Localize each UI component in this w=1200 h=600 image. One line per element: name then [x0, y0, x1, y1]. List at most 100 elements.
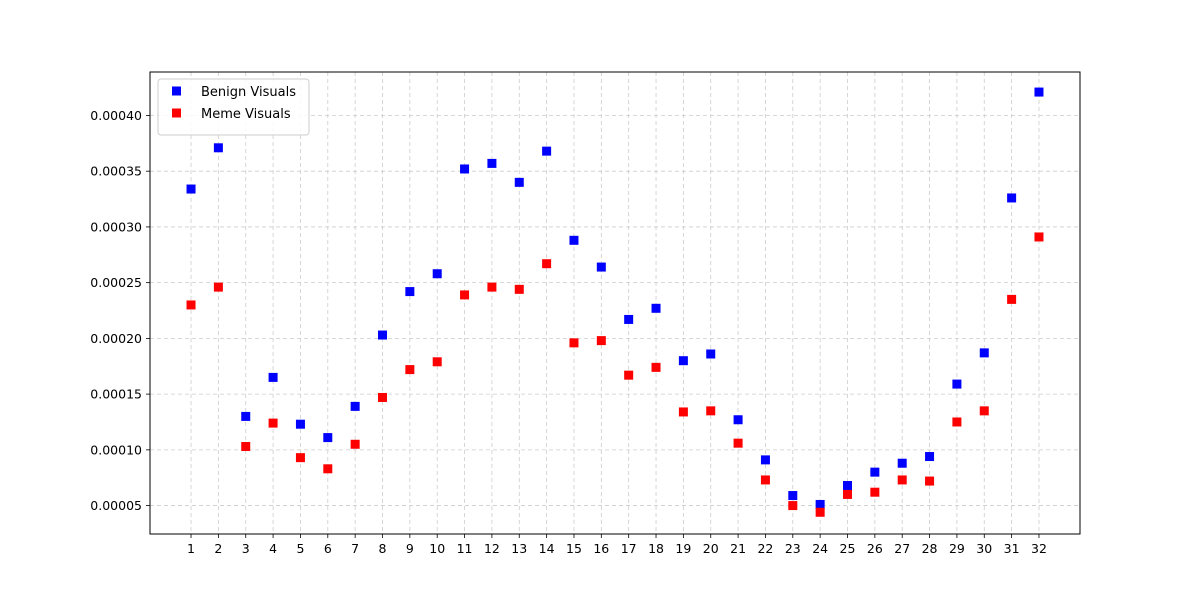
- x-tick-label: 28: [922, 541, 938, 556]
- x-tick-label: 3: [242, 541, 250, 556]
- x-tick-label: 32: [1031, 541, 1047, 556]
- x-tick-label: 16: [593, 541, 609, 556]
- x-tick-label: 31: [1004, 541, 1020, 556]
- benign-visuals-point: [350, 401, 360, 411]
- benign-visuals-point: [624, 314, 634, 324]
- benign-visuals-point: [405, 287, 415, 297]
- y-tick-label: 0.00010: [90, 442, 142, 457]
- meme-visuals-point: [487, 282, 497, 292]
- meme-visuals-point: [213, 282, 223, 292]
- benign-visuals-point: [186, 184, 196, 194]
- benign-visuals-point: [870, 467, 880, 477]
- meme-visuals-point: [870, 487, 880, 497]
- x-tick-label: 30: [976, 541, 992, 556]
- x-tick-label: 15: [566, 541, 582, 556]
- x-tick-label: 23: [785, 541, 801, 556]
- meme-visuals-point: [706, 406, 716, 416]
- benign-visuals-point: [925, 452, 935, 462]
- benign-visuals-point: [323, 433, 333, 443]
- meme-visuals-point: [241, 442, 251, 452]
- meme-visuals-point: [350, 439, 360, 449]
- legend-marker: [172, 108, 181, 118]
- y-tick-label: 0.00005: [90, 498, 142, 513]
- meme-visuals-point: [186, 300, 196, 310]
- meme-visuals-point: [323, 464, 333, 474]
- x-tick-label: 18: [648, 541, 664, 556]
- x-tick-label: 5: [296, 541, 304, 556]
- meme-visuals-point: [925, 476, 935, 486]
- meme-visuals-point: [815, 507, 825, 517]
- benign-visuals-point: [651, 303, 661, 313]
- meme-visuals-point: [378, 392, 387, 402]
- meme-visuals-point: [788, 501, 798, 511]
- y-tick-label: 0.00025: [90, 275, 142, 290]
- y-tick-label: 0.00035: [90, 164, 142, 179]
- meme-visuals-point: [295, 453, 305, 463]
- x-tick-label: 22: [757, 541, 773, 556]
- x-tick-label: 2: [214, 541, 222, 556]
- x-tick-label: 29: [949, 541, 965, 556]
- benign-visuals-point: [295, 419, 305, 429]
- meme-visuals-point: [460, 290, 470, 300]
- legend-label: Meme Visuals: [201, 107, 291, 122]
- x-axis: 1 2 3 4 5 6 7 8 9 10 11 12 13 14 15 16 17 18 19 20 21 22 23 24 2…: [187, 534, 1047, 556]
- benign-visuals-point: [460, 164, 470, 174]
- plot-area-frame: [149, 71, 1081, 535]
- x-tick-label: 10: [429, 541, 445, 556]
- benign-visuals-point: [487, 158, 497, 168]
- benign-visuals-point: [952, 379, 962, 389]
- benign-visuals-point: [760, 455, 770, 465]
- x-tick-label: 1: [187, 541, 195, 556]
- benign-visuals-point: [678, 356, 688, 366]
- meme-visuals-point: [897, 475, 907, 485]
- benign-visuals-point: [979, 348, 989, 358]
- x-tick-label: 25: [840, 541, 856, 556]
- x-tick-label: 24: [812, 541, 828, 556]
- meme-visuals-point: [733, 438, 743, 448]
- meme-visuals-point: [624, 370, 634, 380]
- benign-visuals-point: [815, 499, 825, 509]
- x-tick-label: 26: [867, 541, 883, 556]
- legend-box: [157, 78, 310, 136]
- x-tick-label: 12: [484, 541, 500, 556]
- benign-visuals-point: [542, 146, 552, 156]
- grid-lines: [150, 72, 1080, 534]
- benign-visuals-point: [514, 177, 524, 187]
- benign-visuals-point: [213, 143, 223, 153]
- meme-visuals-point: [596, 336, 606, 346]
- x-tick-label: 7: [351, 541, 359, 556]
- meme-visuals-point: [651, 362, 661, 372]
- legend-label: Benign Visuals: [201, 85, 296, 100]
- x-tick-label: 19: [675, 541, 691, 556]
- benign-visuals-point: [268, 372, 278, 382]
- legend: Benign Visuals Meme Visuals: [157, 78, 310, 136]
- meme-visuals-point: [1034, 232, 1044, 242]
- benign-visuals-point: [843, 481, 852, 491]
- meme-visuals-point: [678, 407, 688, 417]
- benign-visuals-point: [897, 458, 907, 468]
- benign-visuals-point: [378, 330, 387, 340]
- meme-visuals-point: [843, 489, 852, 499]
- data-points: [186, 87, 1044, 517]
- meme-visuals-point: [1007, 294, 1017, 304]
- meme-visuals-point: [569, 338, 579, 348]
- meme-visuals-point: [432, 357, 442, 367]
- x-tick-label: 14: [539, 541, 555, 556]
- meme-visuals-point: [979, 406, 989, 416]
- x-tick-label: 4: [269, 541, 277, 556]
- legend-marker: [172, 86, 181, 96]
- y-tick-label: 0.00040: [90, 108, 142, 123]
- y-tick-label: 0.00020: [90, 331, 142, 346]
- x-tick-label: 27: [894, 541, 910, 556]
- x-tick-label: 6: [324, 541, 332, 556]
- benign-visuals-point: [1034, 87, 1044, 97]
- meme-visuals-point: [268, 418, 278, 428]
- x-tick-label: 8: [379, 541, 387, 556]
- x-tick-label: 11: [457, 541, 473, 556]
- benign-visuals-point: [733, 415, 743, 425]
- x-tick-label: 21: [730, 541, 746, 556]
- x-tick-label: 9: [406, 541, 414, 556]
- y-tick-label: 0.00030: [90, 219, 142, 234]
- benign-visuals-point: [569, 235, 579, 245]
